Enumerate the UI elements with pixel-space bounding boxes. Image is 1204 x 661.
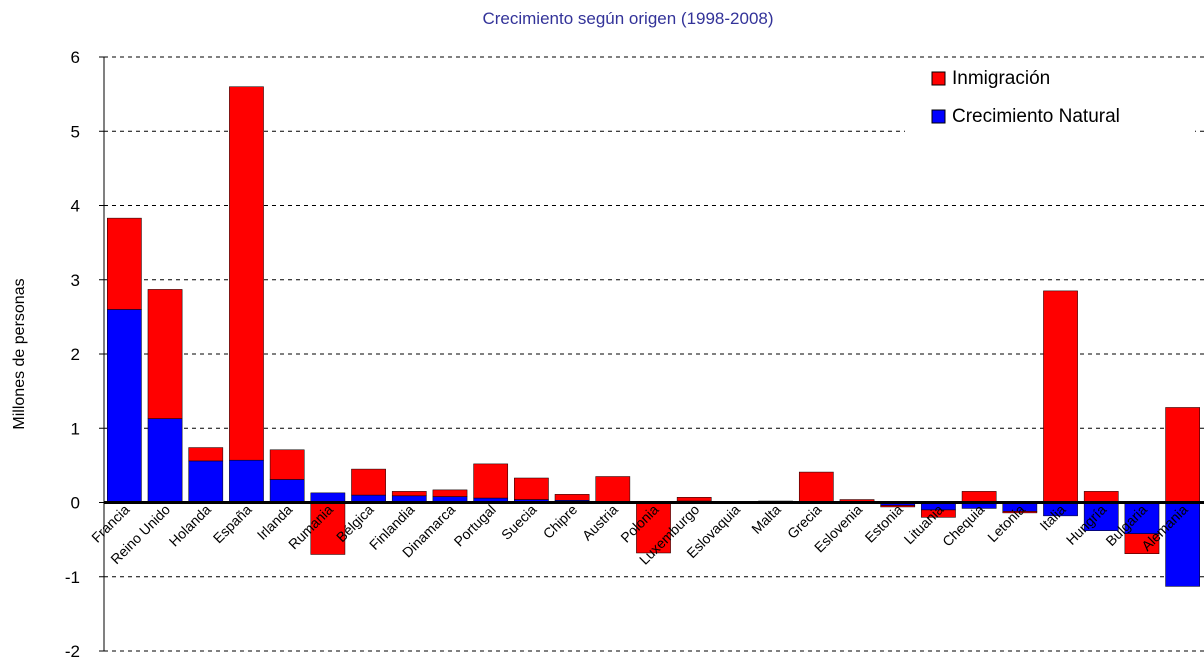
bar [147,289,183,419]
bar [1165,407,1200,503]
y-tick-label: 2 [71,345,80,364]
x-tick-label: Holanda [166,501,214,549]
y-tick-label: -1 [65,568,80,587]
bar [107,217,142,310]
bar [595,476,631,503]
bar [1002,511,1038,514]
bar [1165,502,1200,587]
y-tick-label: 3 [71,271,80,290]
legend-swatch [931,71,946,86]
x-tick-label: Malta [748,501,784,537]
legend-label: Crecimiento Natural [952,106,1120,127]
bar [269,449,305,480]
bar [269,479,305,503]
bar [107,309,142,503]
legend-swatch [931,109,946,124]
bar [554,494,590,501]
bar [1043,290,1078,503]
bar [1083,502,1119,531]
bar [961,491,997,503]
bar [676,497,712,502]
bar [921,509,956,518]
x-tick-label: Austria [579,501,621,543]
y-axis-label: Millones de personas [11,278,28,429]
chart-title: Crecimiento según origen (1998-2008) [482,9,773,28]
y-tick-label: -2 [65,642,80,661]
y-tick-label: 6 [71,48,80,67]
bar [188,447,224,462]
bar [229,459,264,503]
y-tick-label: 5 [71,122,80,141]
bar [636,502,671,554]
x-tick-label: Portugal [451,501,499,549]
y-tick-label: 4 [71,197,80,216]
x-tick-label: Estonia [862,501,906,545]
x-tick-label: Chipre [540,501,581,542]
bar [514,477,549,500]
bar [798,471,834,503]
x-tick-label: España [210,501,255,546]
bar [880,505,916,508]
bar [1083,491,1119,503]
legend-box [905,60,1195,140]
bar [1124,533,1160,554]
bar [229,86,264,461]
bar [432,489,468,497]
bar [147,418,183,503]
bar [351,468,386,496]
x-tick-label: Suecia [498,501,540,543]
y-tick-label: 1 [71,419,80,438]
bar [310,502,346,555]
bar [188,460,224,503]
y-tick-label: 0 [71,494,80,513]
bar [473,463,509,499]
legend-label: Inmigración [952,68,1050,89]
bar [391,491,427,497]
